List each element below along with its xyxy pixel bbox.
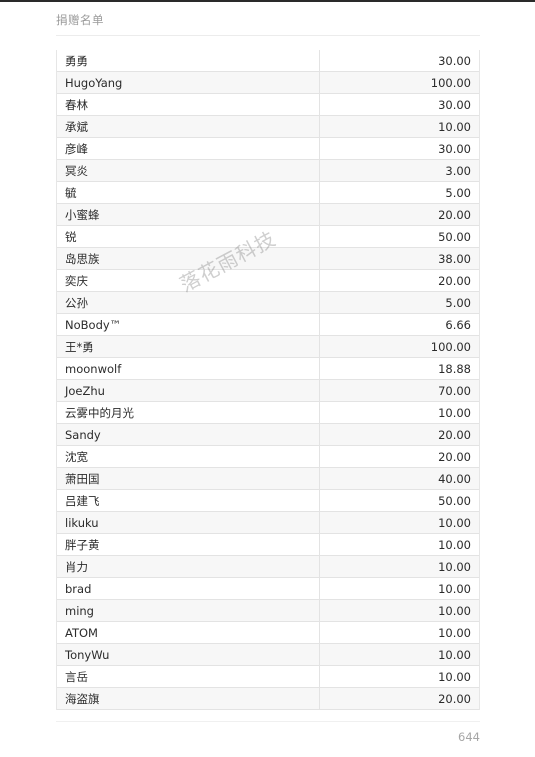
donation-amount-cell: 10.00 [319,555,479,578]
table-row: 冥炎 3.00 [57,159,479,182]
donation-amount-cell: 10.00 [319,621,479,644]
table-row: 岛思族 38.00 [57,247,479,270]
donor-name-cell: JoeZhu [57,379,320,402]
donor-name-cell: 沈宽 [57,445,320,468]
donor-name-cell: 春林 [57,93,320,116]
donor-name-cell: ming [57,599,320,622]
donation-amount-cell: 10.00 [319,643,479,666]
donor-name-cell: 锐 [57,225,320,248]
donation-amount-cell: 38.00 [319,247,479,270]
donation-amount-cell: 10.00 [319,115,479,138]
donation-table-container: 勇勇 30.00 HugoYang 100.00 春林 30.00 承斌 10.00 彦峰 30.… [56,50,480,710]
donation-amount-cell: 10.00 [319,533,479,556]
donation-amount-cell: 20.00 [319,269,479,292]
donation-amount-cell: 20.00 [319,445,479,468]
donation-table: 勇勇 30.00 HugoYang 100.00 春林 30.00 承斌 10.00 彦峰 30.… [57,50,479,710]
table-row: 毓 5.00 [57,181,479,204]
table-row: 沈宽 20.00 [57,445,479,468]
donor-name-cell: ATOM [57,621,320,644]
table-row: ming 10.00 [57,599,479,622]
donor-name-cell: 岛思族 [57,247,320,270]
donor-name-cell: 毓 [57,181,320,204]
donation-amount-cell: 40.00 [319,467,479,490]
header-divider [56,35,480,36]
table-row: Sandy 20.00 [57,423,479,446]
donor-name-cell: brad [57,577,320,600]
table-row: likuku 10.00 [57,511,479,534]
donation-amount-cell: 10.00 [319,511,479,534]
table-row: NoBody™ 6.66 [57,313,479,336]
donation-amount-cell: 100.00 [319,335,479,358]
table-row: TonyWu 10.00 [57,643,479,666]
footer-divider [56,721,480,722]
donation-amount-cell: 20.00 [319,423,479,446]
donation-amount-cell: 50.00 [319,225,479,248]
table-row: 彦峰 30.00 [57,137,479,160]
table-row: 肖力 10.00 [57,555,479,578]
donor-name-cell: moonwolf [57,357,320,380]
table-row: 萧田国 40.00 [57,467,479,490]
table-row: 王*勇 100.00 [57,335,479,358]
donor-name-cell: 冥炎 [57,159,320,182]
donor-name-cell: 王*勇 [57,335,320,358]
table-row: 言岳 10.00 [57,665,479,688]
page-number: 644 [458,730,480,744]
table-row: brad 10.00 [57,577,479,600]
table-row: 海盗旗 20.00 [57,687,479,710]
donation-amount-cell: 30.00 [319,137,479,160]
donor-name-cell: 肖力 [57,555,320,578]
table-row: 吕建飞 50.00 [57,489,479,512]
donor-name-cell: 云雾中的月光 [57,401,320,424]
donor-name-cell: 勇勇 [57,50,320,72]
table-row: 锐 50.00 [57,225,479,248]
table-row: 小蜜蜂 20.00 [57,203,479,226]
table-row: 勇勇 30.00 [57,50,479,72]
donation-amount-cell: 30.00 [319,93,479,116]
donation-amount-cell: 6.66 [319,313,479,336]
donor-name-cell: HugoYang [57,71,320,94]
donation-amount-cell: 5.00 [319,181,479,204]
donation-amount-cell: 100.00 [319,71,479,94]
donor-name-cell: 海盗旗 [57,687,320,710]
donor-name-cell: 彦峰 [57,137,320,160]
table-row: 春林 30.00 [57,93,479,116]
donation-table-body: 勇勇 30.00 HugoYang 100.00 春林 30.00 承斌 10.00 彦峰 30.… [57,50,479,710]
donor-name-cell: 胖子黄 [57,533,320,556]
donation-amount-cell: 3.00 [319,159,479,182]
donation-amount-cell: 10.00 [319,401,479,424]
table-row: HugoYang 100.00 [57,71,479,94]
table-row: ATOM 10.00 [57,621,479,644]
donation-amount-cell: 10.00 [319,665,479,688]
table-row: 承斌 10.00 [57,115,479,138]
donor-name-cell: 奕庆 [57,269,320,292]
donor-name-cell: 承斌 [57,115,320,138]
donation-amount-cell: 10.00 [319,577,479,600]
donation-amount-cell: 20.00 [319,203,479,226]
donation-amount-cell: 18.88 [319,357,479,380]
table-row: moonwolf 18.88 [57,357,479,380]
table-row: 云雾中的月光 10.00 [57,401,479,424]
donor-name-cell: 萧田国 [57,467,320,490]
donor-name-cell: 小蜜蜂 [57,203,320,226]
table-row: 公孙 5.00 [57,291,479,314]
table-row: 胖子黄 10.00 [57,533,479,556]
table-row: JoeZhu 70.00 [57,379,479,402]
donation-amount-cell: 70.00 [319,379,479,402]
page-header-title: 捐赠名单 [56,13,104,27]
donor-name-cell: Sandy [57,423,320,446]
donation-amount-cell: 20.00 [319,687,479,710]
donation-amount-cell: 5.00 [319,291,479,314]
table-row: 奕庆 20.00 [57,269,479,292]
donor-name-cell: 言岳 [57,665,320,688]
donation-amount-cell: 30.00 [319,50,479,72]
donor-name-cell: 公孙 [57,291,320,314]
donor-name-cell: TonyWu [57,643,320,666]
donor-name-cell: likuku [57,511,320,534]
donor-name-cell: 吕建飞 [57,489,320,512]
donation-amount-cell: 10.00 [319,599,479,622]
donor-name-cell: NoBody™ [57,313,320,336]
donation-amount-cell: 50.00 [319,489,479,512]
